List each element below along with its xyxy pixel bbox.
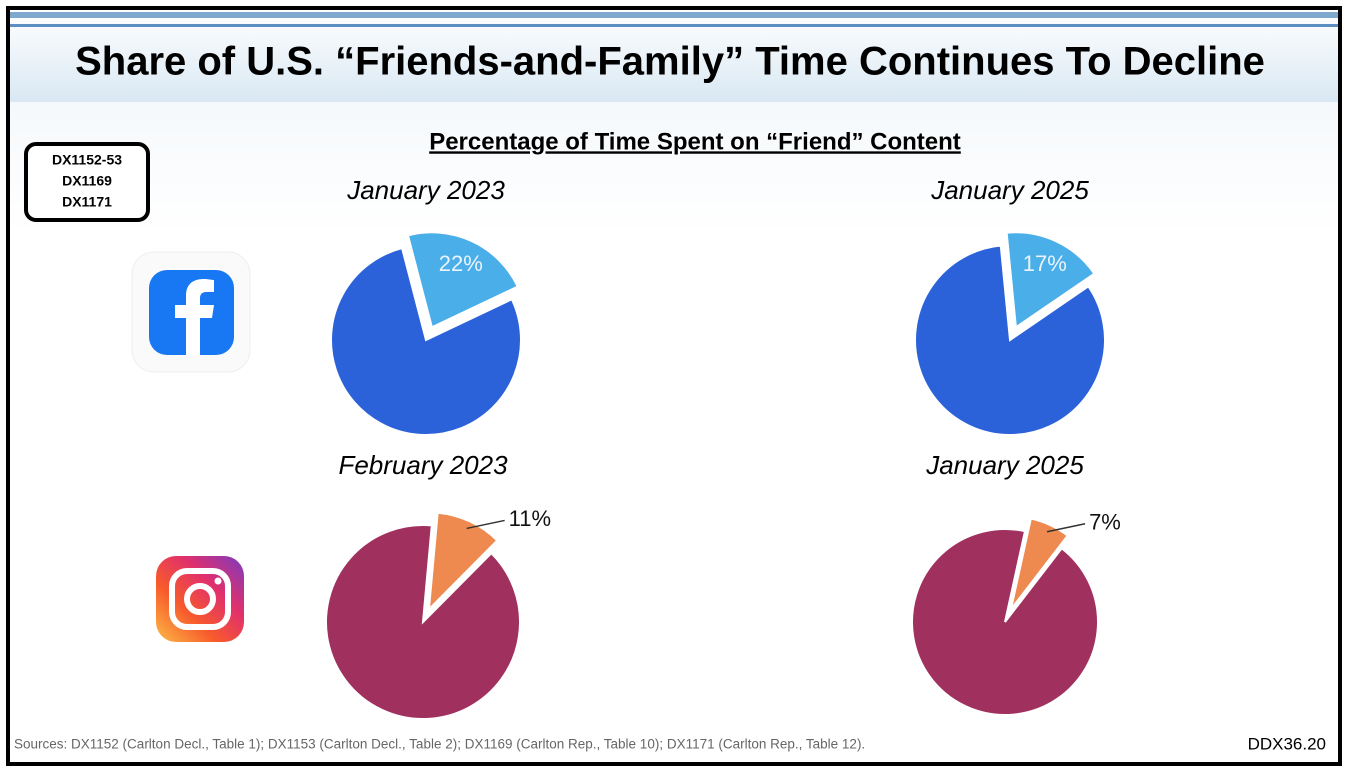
pie-title: February 2023 — [338, 450, 508, 480]
pie-slice — [406, 231, 520, 329]
leader-line — [1046, 523, 1086, 533]
exhibit-box — [24, 142, 150, 222]
leader-line — [466, 519, 505, 530]
pie-slice — [330, 246, 522, 436]
instagram-glyph — [184, 583, 216, 615]
exhibit-label: DX1152-53 — [52, 152, 122, 168]
pie-slice — [325, 524, 521, 720]
chart-subtitle: Percentage of Time Spent on “Friend” Con… — [429, 128, 961, 155]
pie-slice — [911, 528, 1099, 716]
data-label: 7% — [1089, 510, 1121, 535]
pie-slice — [1009, 517, 1070, 610]
data-label: 22% — [439, 251, 483, 276]
pie-slice — [427, 511, 499, 612]
pie-title: January 2025 — [930, 175, 1089, 205]
data-label: 11% — [509, 506, 551, 531]
exhibit-label: DX1171 — [62, 194, 112, 210]
sources-note: Sources: DX1152 (Carlton Decl., Table 1)… — [14, 737, 865, 752]
facebook-glyph — [175, 279, 214, 355]
data-label: 17% — [1023, 251, 1067, 276]
pie-slice — [914, 244, 1107, 436]
instagram-glyph — [169, 568, 231, 630]
header-stripe — [10, 24, 1338, 27]
header-stripe — [10, 12, 1338, 18]
pie-title: January 2025 — [925, 450, 1084, 480]
slide-title: Share of U.S. “Friends-and-Family” Time … — [75, 40, 1265, 84]
pie-slice — [1005, 231, 1096, 330]
exhibit-label: DX1169 — [62, 173, 112, 189]
slide-frame — [6, 6, 1342, 766]
pie-title: January 2023 — [346, 175, 505, 205]
instagram-glyph — [214, 577, 222, 585]
slide-id: DDX36.20 — [1248, 734, 1326, 753]
